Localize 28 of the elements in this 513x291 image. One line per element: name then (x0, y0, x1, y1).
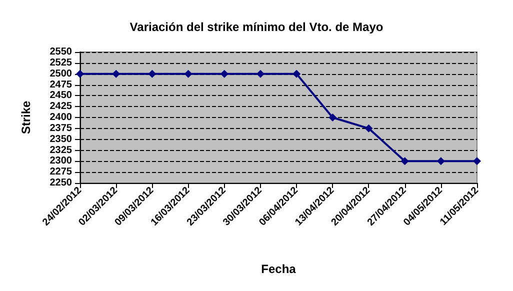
point (256, 70, 264, 78)
y-tick-label: 2300 (50, 156, 72, 167)
x-axis-title: Fecha (261, 262, 296, 276)
y-tick-label: 2550 (50, 46, 72, 58)
point (400, 157, 409, 166)
y-tick-label: 2475 (50, 79, 72, 90)
y-tick-label: 2350 (50, 134, 72, 145)
y-tick-label: 2375 (50, 122, 72, 134)
point (148, 70, 156, 78)
point (473, 157, 481, 166)
y-axis-title: Strike (19, 100, 33, 134)
y-tick-label: 2275 (50, 166, 72, 178)
point (220, 70, 228, 78)
y-tick-label: 2425 (50, 101, 72, 112)
point (328, 114, 337, 122)
point (436, 157, 445, 166)
y-tick-label: 2450 (50, 90, 72, 102)
y-tick-label: 2500 (50, 68, 72, 80)
y-tick-label: 2400 (50, 112, 72, 123)
y-tick-label: 2325 (50, 144, 72, 156)
point (292, 70, 301, 78)
point (76, 70, 84, 78)
chart-title: Variación del strike mínimo del Vto. de Mayo (130, 20, 384, 34)
point (364, 124, 373, 132)
point (184, 70, 192, 78)
y-tick-label: 2525 (50, 57, 72, 68)
point (112, 70, 120, 78)
y-tick-label: 2250 (50, 178, 72, 188)
